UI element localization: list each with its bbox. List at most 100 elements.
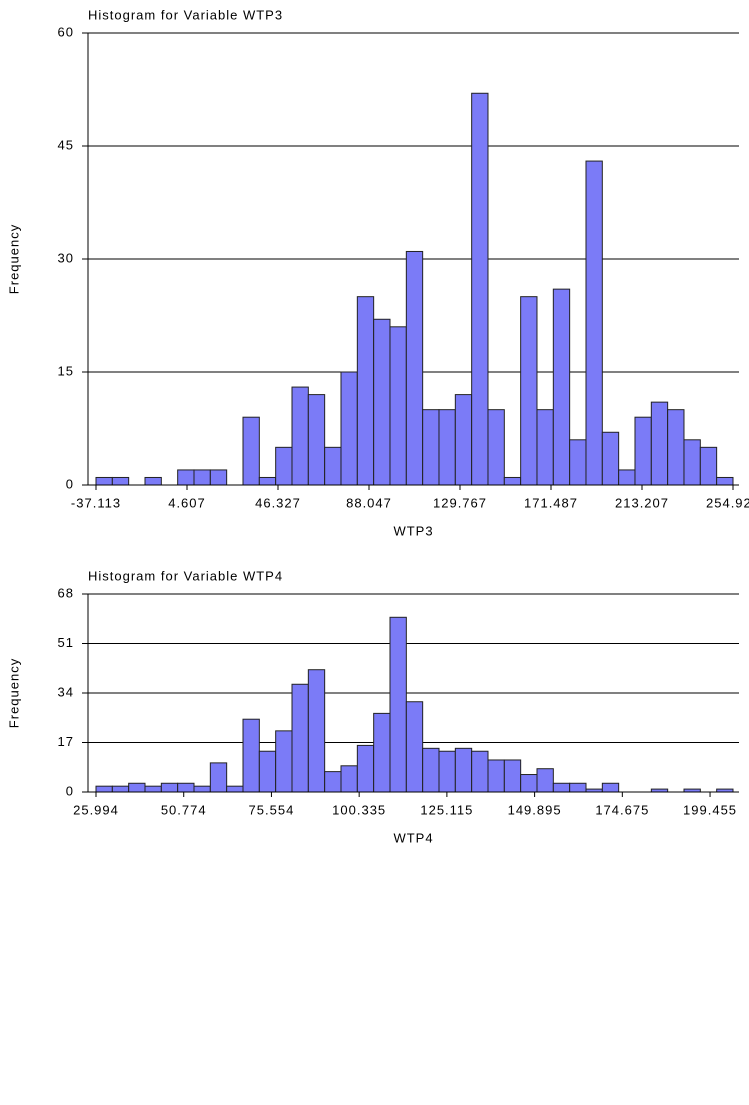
bar: [307, 669, 326, 793]
x-tick-label: 125.115: [420, 802, 473, 817]
bar: [405, 701, 424, 793]
bar: [536, 409, 554, 486]
bar: [340, 371, 358, 486]
bar: [373, 318, 391, 486]
bar: [618, 469, 636, 486]
bar: [193, 785, 211, 793]
bar: [569, 782, 587, 793]
x-tick-label: 213.207: [615, 495, 669, 510]
bar: [422, 747, 440, 793]
bar: [209, 469, 228, 486]
chart-title: Histogram for Variable WTP4: [88, 568, 283, 583]
y-tick-label: 0: [66, 783, 74, 798]
bar: [177, 469, 195, 486]
bar: [454, 394, 473, 486]
bar: [373, 712, 391, 793]
bar: [438, 750, 456, 793]
bar: [536, 768, 554, 793]
bar: [111, 476, 130, 486]
bar: [226, 785, 244, 793]
bar: [242, 416, 260, 486]
bar: [389, 616, 407, 793]
bar: [601, 431, 620, 486]
x-tick-label: 100.335: [332, 802, 386, 817]
y-axis-title: Frequency: [6, 224, 21, 294]
bar: [111, 785, 130, 793]
bar: [95, 476, 113, 486]
bar: [291, 386, 309, 486]
bar: [324, 446, 342, 486]
y-tick-label: 17: [58, 734, 74, 749]
chart-title: Histogram for Variable WTP3: [88, 7, 283, 22]
bar: [324, 771, 342, 793]
y-tick-label: 34: [58, 684, 74, 699]
bar: [601, 782, 620, 793]
bar: [242, 718, 260, 793]
bar: [585, 160, 603, 486]
bar: [520, 296, 538, 486]
bar: [258, 750, 277, 793]
bar: [160, 782, 179, 793]
bar: [389, 326, 407, 486]
bar: [144, 476, 162, 486]
y-axis-title: Frequency: [6, 658, 21, 728]
x-tick-label: 254.927: [706, 495, 749, 510]
x-tick-label: 4.607: [168, 495, 206, 510]
bar: [487, 409, 505, 486]
bar: [356, 744, 375, 793]
bar: [716, 476, 734, 486]
bar: [438, 409, 456, 486]
y-tick-label: 0: [66, 476, 74, 491]
x-tick-label: 25.994: [73, 802, 119, 817]
bar: [144, 785, 162, 793]
bar: [275, 730, 293, 793]
bar: [569, 439, 587, 486]
bar: [128, 782, 146, 793]
x-tick-label: 171.487: [524, 495, 578, 510]
bar: [667, 409, 685, 486]
x-tick-label: 46.327: [255, 495, 301, 510]
bar: [454, 747, 473, 793]
bar: [699, 446, 718, 486]
x-tick-label: 50.774: [161, 802, 207, 817]
bar: [258, 476, 277, 486]
x-tick-label: -37.113: [71, 495, 121, 510]
y-tick-label: 45: [58, 137, 74, 152]
bar: [503, 476, 522, 486]
y-tick-label: 60: [58, 24, 74, 39]
bar: [356, 296, 375, 486]
bar: [209, 762, 228, 793]
y-tick-label: 68: [58, 585, 74, 600]
bar: [471, 92, 489, 486]
bar: [487, 759, 505, 793]
bar: [405, 250, 424, 486]
bar: [520, 774, 538, 793]
bar: [340, 765, 358, 793]
bar: [177, 782, 195, 793]
y-tick-label: 15: [58, 363, 74, 378]
bar: [552, 288, 571, 486]
x-axis-title: WTP3: [393, 523, 433, 538]
bar: [503, 759, 522, 793]
bar: [471, 750, 489, 793]
x-axis-title: WTP4: [393, 830, 433, 845]
x-tick-label: 199.455: [683, 802, 737, 817]
x-tick-label: 149.895: [508, 802, 562, 817]
bar: [552, 782, 571, 793]
bar: [275, 446, 293, 486]
bar: [650, 401, 669, 486]
bar: [422, 409, 440, 486]
y-tick-label: 30: [58, 250, 74, 265]
bar: [193, 469, 211, 486]
bar: [307, 394, 326, 486]
bar: [291, 683, 309, 793]
x-tick-label: 88.047: [346, 495, 392, 510]
x-tick-label: 174.675: [595, 802, 649, 817]
x-tick-label: 129.767: [433, 495, 487, 510]
bar: [683, 439, 701, 486]
bar: [95, 785, 113, 793]
y-tick-label: 51: [58, 635, 74, 650]
x-tick-label: 75.554: [249, 802, 295, 817]
bar: [634, 416, 652, 486]
